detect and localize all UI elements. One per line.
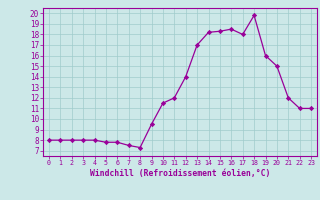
- X-axis label: Windchill (Refroidissement éolien,°C): Windchill (Refroidissement éolien,°C): [90, 169, 270, 178]
